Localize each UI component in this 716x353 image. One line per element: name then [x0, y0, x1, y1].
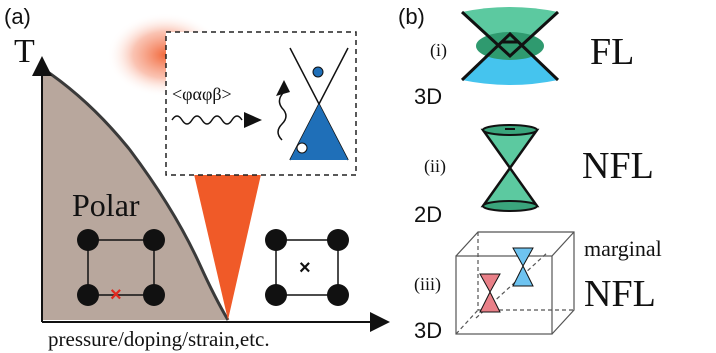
phonon-propagator: [171, 115, 243, 125]
scattering-inset: <φαφβ>: [165, 31, 357, 176]
panel-a: (a) T pressure/doping/strain,etc. Polar …: [4, 4, 390, 351]
row-iii: (iii) 3D marginal NFL: [414, 231, 662, 343]
row-dimension: 3D: [414, 318, 442, 343]
row-ii: (ii) 2D NFL: [414, 124, 654, 227]
panel-b-label: (b): [398, 4, 425, 29]
atom-dot: [77, 284, 99, 306]
phonon-arrow-icon: [244, 112, 262, 128]
atom-dot: [77, 229, 99, 251]
upper-cone: [462, 7, 558, 56]
row-i: (i) 3D FL: [414, 7, 634, 109]
weyl-cone-upper-blue: [512, 247, 534, 268]
excited-electron-dot: [312, 66, 324, 78]
atom-dot: [327, 229, 349, 251]
atom-dot: [143, 284, 165, 306]
correlator-label: <φαφβ>: [172, 84, 232, 104]
panel-b: (b) (i) 3D FL (ii) 2D NFL (iii): [398, 4, 662, 343]
atom-dot: [327, 284, 349, 306]
y-axis-label: T: [14, 33, 35, 70]
phase-boundary: [41, 66, 230, 321]
cone-outline: [460, 10, 560, 82]
row-index: (ii): [424, 156, 446, 177]
displaced-ion-marker: ×: [110, 284, 122, 306]
atom-dot: [143, 229, 165, 251]
lower-cone-rim: [482, 200, 538, 212]
row-dimension: 3D: [414, 84, 442, 109]
weyl-cone-upper-pink: [479, 273, 501, 294]
electron-arrow-icon: [276, 80, 290, 96]
polar-unit-cell: ×: [77, 229, 165, 306]
atom-dot: [265, 284, 287, 306]
x-axis-label: pressure/doping/strain,etc.: [48, 327, 270, 351]
atom-dot: [265, 229, 287, 251]
row-index: (iii): [414, 274, 441, 295]
weyl-cone-lower-pink: [479, 290, 501, 313]
panel-a-label: (a): [4, 4, 31, 29]
row-index: (i): [430, 40, 447, 61]
row-phase: NFL: [584, 273, 656, 315]
centered-ion-marker: ×: [299, 257, 311, 279]
row-dimension: 2D: [414, 202, 442, 227]
hole-dot: [296, 142, 308, 154]
nonpolar-unit-cell: ×: [265, 229, 349, 306]
row-qualifier: marginal: [584, 236, 662, 261]
electron-path: [277, 91, 287, 141]
polar-phase-label: Polar: [72, 187, 140, 223]
weyl-cone-lower-blue: [512, 264, 534, 287]
row-phase: FL: [590, 31, 634, 73]
critical-fan: [193, 170, 262, 320]
row-phase: NFL: [582, 145, 654, 187]
